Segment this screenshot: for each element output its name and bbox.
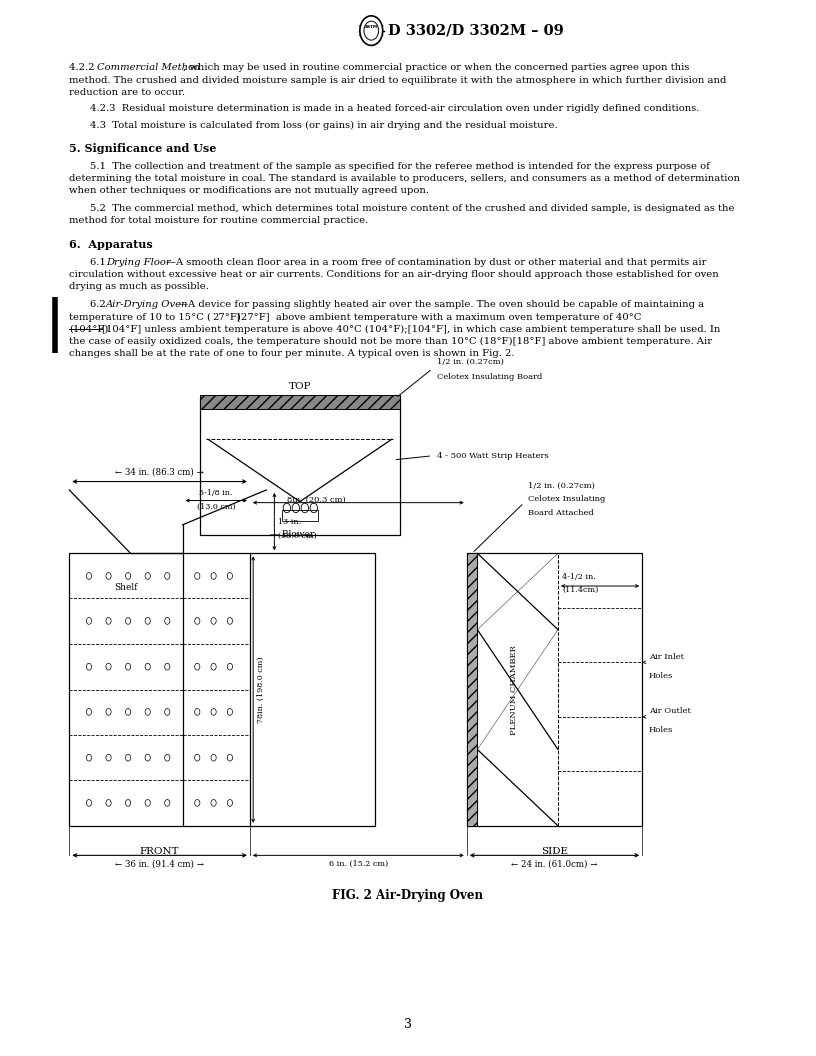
Text: Air Inlet: Air Inlet bbox=[649, 653, 684, 661]
Text: (11.4cm): (11.4cm) bbox=[562, 585, 598, 593]
Text: (104°F): (104°F) bbox=[69, 324, 109, 334]
Text: 5.1  The collection and treatment of the sample as specified for the referee met: 5.1 The collection and treatment of the … bbox=[90, 162, 710, 171]
Text: —A device for passing slightly heated air over the sample. The oven should be ca: —A device for passing slightly heated ai… bbox=[178, 300, 704, 309]
Text: 5.2  The commercial method, which determines total moisture content of the crush: 5.2 The commercial method, which determi… bbox=[90, 204, 734, 213]
Text: 6 in. (15.2 cm): 6 in. (15.2 cm) bbox=[329, 860, 388, 868]
Text: Air-Drying Oven: Air-Drying Oven bbox=[106, 300, 188, 309]
Text: circulation without excessive heat or air currents. Conditions for an air-drying: circulation without excessive heat or ai… bbox=[69, 269, 719, 279]
Text: [104°F] unless ambient temperature is above 40°C (104°F);[104°F], in which case : [104°F] unless ambient temperature is ab… bbox=[102, 324, 721, 334]
Text: SIDE: SIDE bbox=[541, 847, 568, 856]
Text: drying as much as possible.: drying as much as possible. bbox=[69, 282, 209, 291]
Bar bbox=[467, 553, 477, 826]
Text: FIG. 2 Air-Drying Oven: FIG. 2 Air-Drying Oven bbox=[332, 889, 484, 902]
Text: TOP: TOP bbox=[289, 381, 311, 391]
Bar bbox=[200, 395, 400, 409]
Text: D 3302/D 3302M – 09: D 3302/D 3302M – 09 bbox=[388, 23, 563, 38]
Text: reduction are to occur.: reduction are to occur. bbox=[69, 88, 185, 97]
Text: 6.2: 6.2 bbox=[90, 300, 109, 309]
Text: ASTM: ASTM bbox=[365, 25, 378, 30]
Text: Holes: Holes bbox=[649, 672, 673, 680]
Circle shape bbox=[360, 16, 383, 45]
Text: FRONT: FRONT bbox=[140, 847, 180, 856]
Text: 1/2 in. (0.27cm): 1/2 in. (0.27cm) bbox=[528, 482, 595, 490]
Text: Celotex Insulating: Celotex Insulating bbox=[528, 495, 605, 504]
Text: 13 in.: 13 in. bbox=[278, 517, 302, 526]
Text: changes shall be at the rate of one to four per minute. A typical oven is shown : changes shall be at the rate of one to f… bbox=[69, 348, 515, 358]
Text: (13.0 cm): (13.0 cm) bbox=[197, 503, 236, 511]
Text: 78in. (198.0 cm): 78in. (198.0 cm) bbox=[256, 656, 264, 723]
Text: 1/2 in. (0.27cm): 1/2 in. (0.27cm) bbox=[437, 358, 503, 366]
Text: temperature of 10 to 15°C (18 to: temperature of 10 to 15°C (18 to bbox=[69, 313, 241, 322]
Text: Holes: Holes bbox=[649, 727, 673, 734]
Text: 4 - 500 Watt Strip Heaters: 4 - 500 Watt Strip Heaters bbox=[437, 452, 548, 459]
Text: 4.2.2: 4.2.2 bbox=[69, 63, 98, 73]
Text: Celotex Insulating Board: Celotex Insulating Board bbox=[437, 373, 542, 381]
Text: 6.  Apparatus: 6. Apparatus bbox=[69, 239, 153, 250]
Text: 27°F): 27°F) bbox=[212, 313, 241, 322]
Text: Shelf: Shelf bbox=[114, 583, 138, 592]
Text: Commercial Method: Commercial Method bbox=[97, 63, 201, 73]
Text: method. The crushed and divided moisture sample is air dried to equilibrate it w: method. The crushed and divided moisture… bbox=[69, 76, 727, 84]
Text: when other techniques or modifications are not mutually agreed upon.: when other techniques or modifications a… bbox=[69, 186, 429, 195]
Text: 4.3  Total moisture is calculated from loss (or gains) in air drying and the res: 4.3 Total moisture is calculated from lo… bbox=[90, 120, 557, 130]
Text: Drying Floor: Drying Floor bbox=[106, 258, 171, 267]
Text: ← 24 in. (61.0cm) →: ← 24 in. (61.0cm) → bbox=[511, 860, 598, 869]
Text: 6.1: 6.1 bbox=[90, 258, 109, 267]
Text: method for total moisture for routine commercial practice.: method for total moisture for routine co… bbox=[69, 216, 369, 226]
Text: Air Outlet: Air Outlet bbox=[649, 708, 690, 715]
Text: (33.0 cm): (33.0 cm) bbox=[278, 531, 317, 540]
Text: the case of easily oxidized coals, the temperature should not be more than 10°C : the case of easily oxidized coals, the t… bbox=[69, 337, 712, 346]
Bar bbox=[69, 553, 375, 826]
Text: 5-1/8 in.: 5-1/8 in. bbox=[199, 489, 233, 497]
Text: ← 36 in. (91.4 cm) →: ← 36 in. (91.4 cm) → bbox=[115, 860, 204, 869]
Text: [27°F]  above ambient temperature with a maximum oven temperature of 40°C: [27°F] above ambient temperature with a … bbox=[237, 313, 641, 322]
Text: 3: 3 bbox=[404, 1018, 412, 1031]
Text: 5. Significance and Use: 5. Significance and Use bbox=[69, 143, 217, 154]
Bar bbox=[467, 553, 642, 826]
Text: , which may be used in routine commercial practice or when the concerned parties: , which may be used in routine commercia… bbox=[183, 63, 690, 73]
Text: ← 34 in. (86.3 cm) →: ← 34 in. (86.3 cm) → bbox=[115, 467, 204, 476]
Text: Board Attached: Board Attached bbox=[528, 509, 594, 517]
Text: —A smooth clean floor area in a room free of contamination by dust or other mate: —A smooth clean floor area in a room fre… bbox=[166, 258, 706, 267]
Text: determining the total moisture in coal. The standard is available to producers, : determining the total moisture in coal. … bbox=[69, 173, 740, 183]
Bar bbox=[282, 510, 318, 521]
Bar bbox=[200, 398, 400, 535]
Text: 8in. (20.3 cm): 8in. (20.3 cm) bbox=[286, 496, 345, 505]
Text: PLENUM CHAMBER: PLENUM CHAMBER bbox=[510, 644, 518, 735]
Text: 4.2.3  Residual moisture determination is made in a heated forced-air circulatio: 4.2.3 Residual moisture determination is… bbox=[90, 103, 699, 113]
Text: 4-1/2 in.: 4-1/2 in. bbox=[562, 572, 596, 581]
Text: — Blower: — Blower bbox=[269, 530, 314, 540]
